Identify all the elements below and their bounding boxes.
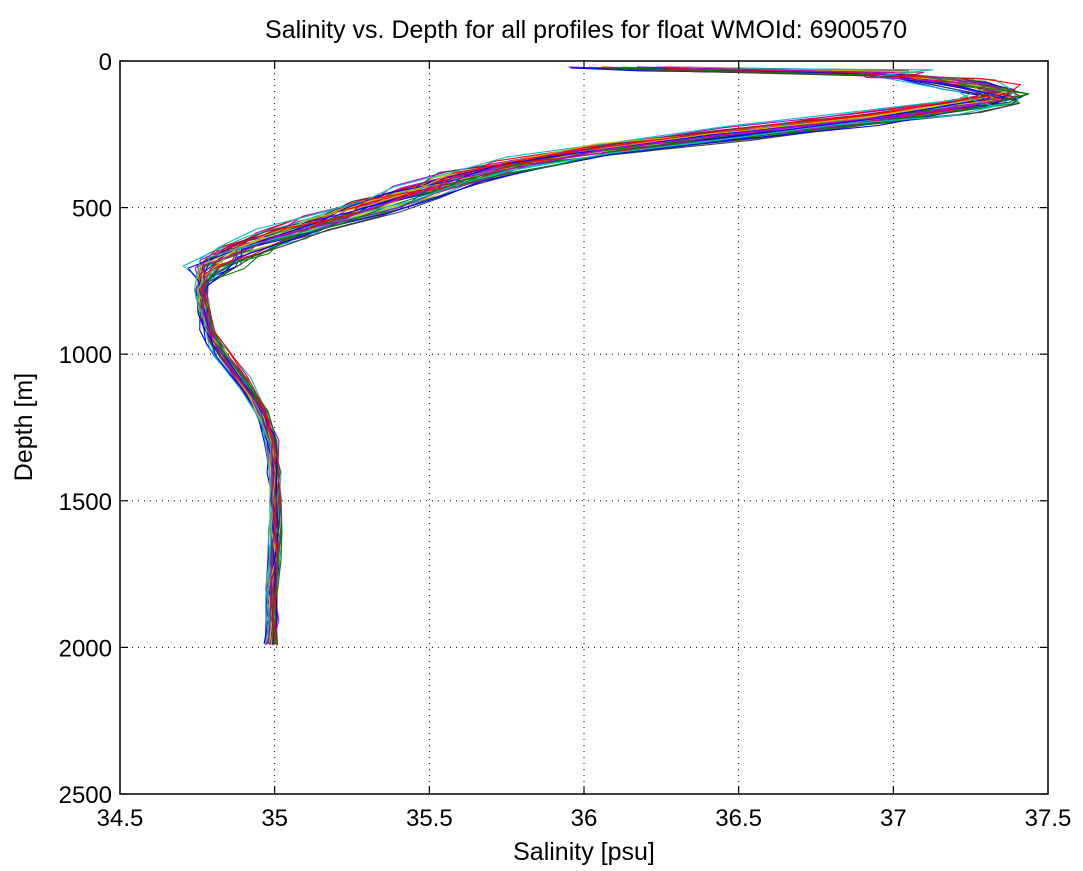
x-tick-label: 36.5	[715, 805, 762, 832]
y-tick-label: 2500	[59, 782, 112, 809]
profile-line	[196, 67, 996, 644]
x-axis-label: Salinity [psu]	[513, 838, 655, 866]
grid-layer	[120, 61, 1048, 794]
ticks-layer: 34.5 35 35.5 36 36.5 37 37.5 0 500 1000 1500 2000 25…	[59, 49, 1072, 832]
y-axis-label: Depth [m]	[10, 373, 38, 481]
y-tick-label: 1000	[59, 342, 112, 369]
y-tick-label: 2000	[59, 635, 112, 662]
profile-line	[201, 66, 999, 645]
y-tick-label: 500	[72, 196, 112, 223]
x-tick-label: 35	[261, 805, 288, 832]
chart-title: Salinity vs. Depth for all profiles for …	[265, 16, 907, 44]
x-tick-label: 37.5	[1025, 805, 1072, 832]
profile-line	[202, 67, 1022, 644]
x-tick-label: 35.5	[406, 805, 453, 832]
profiles-layer	[182, 66, 1030, 646]
y-tick-label: 1500	[59, 489, 112, 516]
profile-line	[196, 66, 1008, 645]
x-tick-label: 34.5	[97, 805, 144, 832]
x-tick-label: 36	[571, 805, 598, 832]
y-tick-label: 0	[99, 49, 112, 76]
profile-line	[196, 67, 1000, 644]
x-tick-label: 37	[880, 805, 907, 832]
